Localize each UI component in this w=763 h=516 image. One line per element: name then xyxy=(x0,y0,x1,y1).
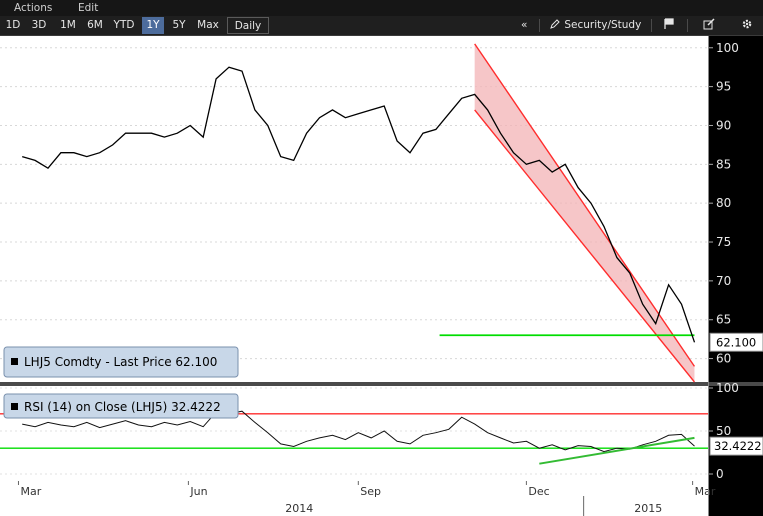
rsi-tick-label: 0 xyxy=(716,467,724,481)
settings-button[interactable] xyxy=(741,17,753,34)
price-line xyxy=(22,66,696,343)
price-legend: LHJ5 Comdty - Last Price 62.100 xyxy=(3,346,239,378)
rsi-legend-swatch xyxy=(11,403,18,410)
last-price-tag: 62.100 xyxy=(709,332,763,352)
x-tick-label: Dec xyxy=(528,485,549,498)
x-year-label: 2015 xyxy=(634,502,662,515)
last-price-tag-background xyxy=(709,332,763,352)
toolbar-divider xyxy=(539,19,540,32)
rsi-line xyxy=(22,410,695,453)
range-5y-button[interactable]: 5Y xyxy=(172,19,186,31)
edit-icon xyxy=(703,18,715,30)
range-1m-button[interactable]: 1M xyxy=(60,19,76,31)
x-year-label: 2014 xyxy=(285,502,313,515)
price-tick-label: 80 xyxy=(716,196,731,210)
rsi-legend-box xyxy=(3,393,239,419)
range-ytd-button[interactable]: YTD xyxy=(113,19,135,31)
channel-upper-line xyxy=(474,43,696,367)
security-study-button[interactable]: Security/Study xyxy=(549,17,641,34)
rsi-gridlines xyxy=(0,387,708,475)
x-tick-label: Mar xyxy=(695,485,716,498)
rsi-value-tag-background xyxy=(709,436,763,456)
price-tick-label: 90 xyxy=(716,118,731,132)
price-panel-background xyxy=(0,36,708,382)
price-tick-label: 65 xyxy=(716,313,731,327)
rsi-tick-label: 100 xyxy=(716,381,739,395)
range-1y-button[interactable]: 1Y xyxy=(142,17,164,34)
menu-actions[interactable]: Actions xyxy=(14,2,53,14)
x-tick-label: Sep xyxy=(360,485,381,498)
price-legend-swatch xyxy=(11,358,18,365)
rsi-legend-text: RSI (14) on Close (LHJ5) 32.4222 xyxy=(24,400,221,414)
collapse-button[interactable]: « xyxy=(521,19,528,31)
axis-spine xyxy=(708,36,709,516)
price-tick-label: 75 xyxy=(716,235,731,249)
rsi-value-label: 32.4222 xyxy=(714,439,762,453)
x-axis: Mar Jun Sep Dec Mar 2014 2015 xyxy=(17,481,716,516)
range-3d-button[interactable]: 3D xyxy=(31,19,47,31)
range-max-button[interactable]: Max xyxy=(197,19,219,31)
panel-divider xyxy=(0,382,763,386)
channel-lower-line xyxy=(474,109,696,383)
frequency-label: Daily xyxy=(234,20,262,32)
rsi-trendline xyxy=(539,436,695,465)
price-axis: 60 65 70 75 80 85 90 95 100 xyxy=(708,41,739,366)
menu-edit[interactable]: Edit xyxy=(78,2,99,14)
chart-area: 60 65 70 75 80 85 90 95 100 62.100 LHJ5 Comdty -… xyxy=(0,36,763,516)
flag-button[interactable] xyxy=(663,17,675,34)
toolbar-divider xyxy=(651,19,652,32)
rsi-value-tag: 32.4222 xyxy=(709,436,763,456)
price-tick-label: 95 xyxy=(716,80,731,94)
last-price-label: 62.100 xyxy=(716,335,756,349)
price-tick-label: 70 xyxy=(716,274,731,288)
rsi-tick-label: 50 xyxy=(716,424,731,438)
price-tick-label: 100 xyxy=(716,41,739,55)
x-tick-label: Jun xyxy=(189,485,207,498)
range-1d-button[interactable]: 1D xyxy=(5,19,21,31)
security-study-label: Security/Study xyxy=(564,19,642,31)
rsi-axis: 0 50 100 xyxy=(708,381,739,481)
edit-chart-button[interactable] xyxy=(703,17,715,34)
gear-icon xyxy=(742,19,752,29)
range-6m-button[interactable]: 6M xyxy=(87,19,103,31)
x-axis-background xyxy=(0,481,708,516)
rsi-legend: RSI (14) on Close (LHJ5) 32.4222 xyxy=(3,393,239,419)
x-tick-label: Mar xyxy=(20,485,41,498)
frequency-dropdown[interactable]: Daily ▼ xyxy=(227,17,269,49)
price-legend-box xyxy=(3,346,239,378)
price-tick-label: 85 xyxy=(716,157,731,171)
toolbar: 1D 3D 1M 6M YTD 1Y 5Y Max Daily ▼ « Secu… xyxy=(0,16,763,49)
flag-icon xyxy=(664,18,674,29)
price-tick-label: 60 xyxy=(716,352,731,366)
toolbar-divider xyxy=(687,19,688,32)
price-legend-text: LHJ5 Comdty - Last Price 62.100 xyxy=(24,355,217,369)
menu-bar: Actions Edit xyxy=(0,0,763,16)
pencil-icon xyxy=(550,19,560,29)
